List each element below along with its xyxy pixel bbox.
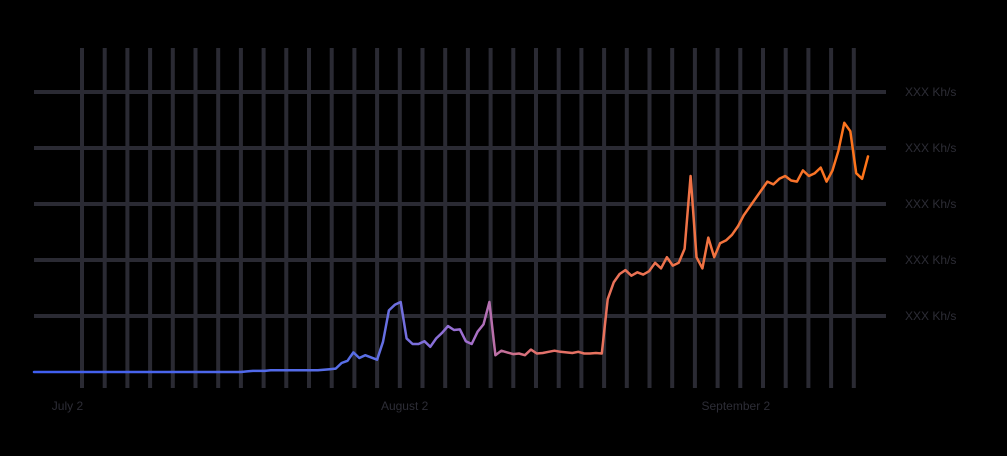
series-group xyxy=(32,121,870,374)
y-tick-label: XXX Kh/s xyxy=(905,85,956,99)
vertical-gridlines xyxy=(80,48,856,388)
x-axis-tick-labels: July 2 August 2 September 2 xyxy=(52,399,771,413)
y-tick-label: XXX Kh/s xyxy=(905,141,956,155)
x-tick-label: August 2 xyxy=(381,399,429,413)
y-axis-tick-labels: XXX Kh/s XXX Kh/s XXX Kh/s XXX Kh/s XXX Kh/s xyxy=(905,85,956,323)
y-tick-label: XXX Kh/s xyxy=(905,253,956,267)
x-tick-label: September 2 xyxy=(702,399,771,413)
series-line xyxy=(32,121,870,374)
x-tick-label: July 2 xyxy=(52,399,84,413)
y-tick-label: XXX Kh/s xyxy=(905,309,956,323)
y-tick-label: XXX Kh/s xyxy=(905,197,956,211)
horizontal-gridlines xyxy=(34,90,886,318)
